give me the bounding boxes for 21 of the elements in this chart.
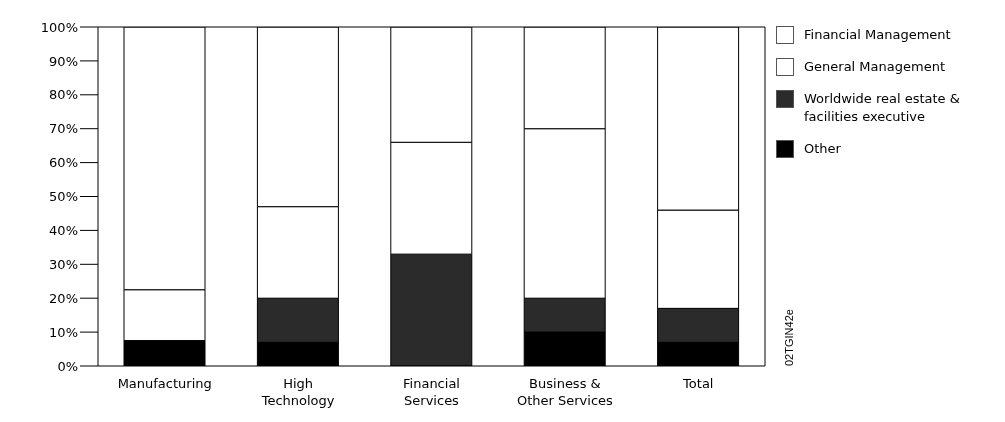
y-tick-label: 50% [49, 189, 78, 205]
y-tick-label: 70% [49, 121, 78, 137]
legend-label: Worldwide real estate & facilities executive [804, 90, 961, 126]
y-tick-label: 90% [49, 53, 78, 69]
y-tick-label: 60% [49, 155, 78, 171]
text: 02TGIN42e [783, 309, 795, 366]
y-tick-label: 80% [49, 87, 78, 103]
y-tick-label: 30% [49, 256, 78, 272]
x-tick-label: Total [682, 376, 714, 391]
y-tick-label: 10% [49, 324, 78, 340]
text: Financial Management [804, 26, 952, 44]
y-tick-label: 0% [57, 358, 78, 374]
x-tick-label: Business & Other Services [516, 376, 614, 408]
x-tick-label: Manufacturing [117, 376, 212, 391]
text: General Management [804, 58, 946, 76]
y-tick-label: 40% [49, 223, 78, 239]
legend-label: Other [804, 140, 842, 158]
y-tick-label: 20% [49, 290, 78, 306]
x-tick-label: Financial Services [403, 376, 460, 408]
y-tick-label: 100% [40, 19, 78, 35]
x-tick-label: High Technology [260, 376, 335, 408]
